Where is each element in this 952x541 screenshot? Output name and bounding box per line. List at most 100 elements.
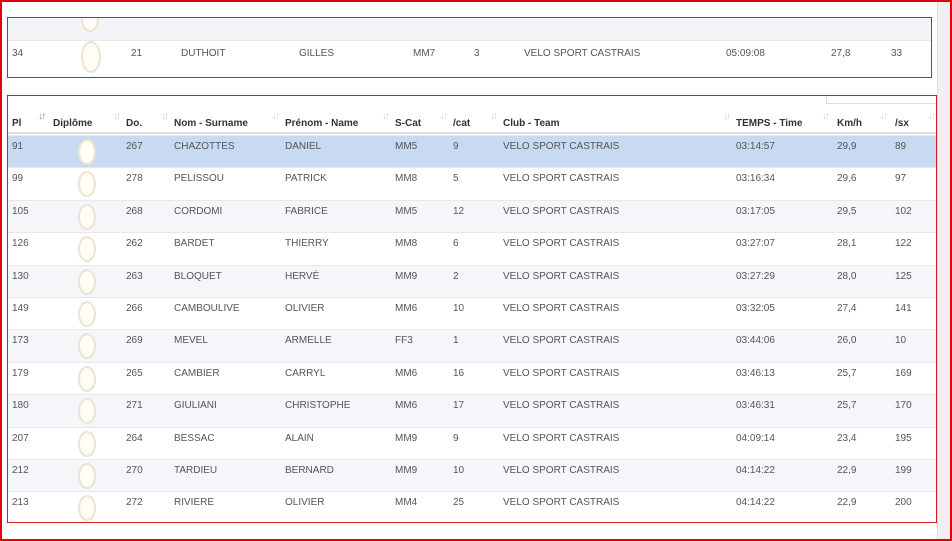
cell-cat: 10 [453, 303, 465, 314]
table-row[interactable]: 130 263 BLOQUET HERVÉ MM9 2 VELO SPORT CASTRAI… [8, 264, 936, 297]
sort-arrows-icon[interactable]: ↓↑ [880, 111, 888, 122]
cell-kmh: 25,7 [837, 367, 857, 379]
kmh: 27,8 [831, 48, 851, 59]
cell-club: VELO SPORT CASTRAIS [503, 432, 620, 444]
pl: 34 [12, 48, 24, 59]
table-row[interactable]: 180 271 GIULIANI CHRISTOPHE MM6 17 VELO SPORT … [8, 394, 936, 427]
cell-kmh: 26,0 [837, 335, 857, 347]
cell-cat: 9 [453, 432, 459, 444]
sort-arrows-icon[interactable]: ↓↑ [113, 111, 121, 122]
cell-sx: 200 [895, 497, 912, 509]
diploma-medal-icon[interactable] [78, 268, 96, 295]
diploma-medal-icon[interactable] [78, 333, 96, 360]
cell-temps: 03:17:05 [736, 205, 775, 217]
diploma-medal-icon[interactable] [78, 430, 96, 457]
cell-sx: 141 [895, 303, 912, 314]
table-row[interactable]: 179 265 CAMBIER CARRYL MM6 16 VELO SPORT CASTR… [8, 361, 936, 394]
diploma-medal-icon[interactable] [78, 495, 96, 522]
sort-arrows-icon[interactable]: ↓↑ [440, 111, 448, 122]
diploma-medal-icon[interactable] [78, 171, 96, 198]
table-row[interactable]: 99 278 PELISSOU PATRICK MM8 5 VELO SPORT CASTR… [8, 167, 936, 199]
column-header[interactable]: TEMPS - Time [736, 118, 803, 129]
cell-scat: MM6 [395, 400, 418, 412]
table-row[interactable]: 173 269 MEVEL ARMELLE FF3 1 VELO SPORT CASTRAI… [8, 329, 936, 362]
scrollbar[interactable] [937, 2, 950, 539]
cell-nom: BLOQUET [174, 270, 222, 282]
cell-temps: 04:14:22 [736, 497, 775, 509]
cell-pl: 212 [12, 465, 29, 476]
sort-arrows-icon[interactable]: ↓↑ [272, 111, 280, 122]
column-header[interactable]: Prénom - Name [285, 118, 359, 129]
cell-temps: 03:32:05 [736, 303, 775, 314]
cell-prenom: OLIVIER [285, 497, 325, 509]
sort-arrows-icon[interactable]: ↓↑ [490, 111, 498, 122]
search-input[interactable] [826, 96, 936, 104]
column-header[interactable]: /sx [895, 118, 909, 129]
cell-sx: 122 [895, 238, 912, 250]
column-header[interactable]: Do. [126, 118, 143, 129]
cell-temps: 03:27:07 [736, 238, 775, 250]
column-header[interactable]: Nom - Surname [174, 118, 248, 129]
cell-cat: 12 [453, 205, 465, 217]
cell-club: VELO SPORT CASTRAIS [503, 335, 620, 347]
diploma-medal-icon[interactable] [78, 139, 96, 165]
cell-cat: 1 [453, 335, 459, 347]
sort-arrows-icon[interactable]: ↓↑ [928, 111, 936, 122]
diploma-medal-icon[interactable] [78, 398, 96, 425]
column-header[interactable]: Pl [12, 118, 22, 129]
diploma-medal-icon[interactable] [78, 365, 96, 392]
column-header[interactable]: Diplôme [53, 118, 93, 129]
column-header[interactable]: S-Cat [395, 118, 422, 129]
table-row[interactable]: 207 264 BESSAC ALAIN MM9 9 VELO SPORT CASTRAIS… [8, 426, 936, 459]
cell-pl: 149 [12, 303, 29, 314]
cell-do: 270 [126, 465, 143, 476]
cell-club: VELO SPORT CASTRAIS [503, 497, 620, 509]
sort-arrows-icon[interactable]: ↓↑ [382, 111, 390, 122]
diploma-medal-icon[interactable] [78, 463, 96, 489]
sort-arrows-icon[interactable]: ↓↑ [38, 111, 46, 122]
diploma-medal-icon[interactable] [78, 236, 96, 263]
table-row[interactable]: 149 266 CAMBOULIVE OLIVIER MM6 10 VELO SPORT C… [8, 297, 936, 329]
cell-cat: 16 [453, 367, 465, 379]
surname: DUTHOIT [181, 48, 226, 59]
cell-club: VELO SPORT CASTRAIS [503, 400, 620, 412]
cell-pl: 130 [12, 270, 29, 282]
table-header: Pl ↓↑ Diplôme ↓↑ Do. ↓↑ Nom - Surname ↓↑ Prénom … [8, 96, 936, 134]
table-row[interactable]: 213 272 RIVIERE OLIVIER MM4 25 VELO SPORT CAST… [8, 491, 936, 522]
cell-scat: MM9 [395, 270, 418, 282]
cell-scat: MM6 [395, 303, 418, 314]
column-header[interactable]: Km/h [837, 118, 862, 129]
cell-kmh: 29,9 [837, 141, 857, 152]
sort-arrows-icon[interactable]: ↓↑ [822, 111, 830, 122]
cell-scat: MM5 [395, 141, 418, 152]
table-row[interactable]: 91 267 CHAZOTTES DANIEL MM5 9 VELO SPORT CASTR… [8, 135, 936, 168]
cell-do: 271 [126, 400, 143, 412]
sort-arrows-icon[interactable]: ↓↑ [161, 111, 169, 122]
cell-club: VELO SPORT CASTRAIS [503, 270, 620, 282]
cell-cat: 9 [453, 141, 459, 152]
cell-sx: 199 [895, 465, 912, 476]
diploma-medal-icon[interactable] [78, 301, 96, 327]
cell-cat: 10 [453, 465, 465, 476]
highlighted-result: 34 21 DUTHOIT GILLES MM7 3 VELO SPORT CA… [7, 17, 932, 78]
cell-nom: MEVEL [174, 335, 208, 347]
table-row[interactable]: 105 268 CORDOMI FABRICE MM5 12 VELO SPORT CAST… [8, 199, 936, 233]
cell-sx: 195 [895, 432, 912, 444]
diploma-medal-icon[interactable] [78, 203, 96, 230]
table-row[interactable]: 212 270 TARDIEU BERNARD MM9 10 VELO SPORT CAST… [8, 459, 936, 492]
cell-do: 263 [126, 270, 143, 282]
cell-cat: 25 [453, 497, 465, 509]
column-header[interactable]: Club - Team [503, 118, 560, 129]
cell-sx: 170 [895, 400, 912, 412]
cell-cat: 2 [453, 270, 459, 282]
cell-club: VELO SPORT CASTRAIS [503, 205, 620, 217]
diploma-medal-icon[interactable] [81, 41, 101, 73]
table-row[interactable]: 126 262 BARDET THIERRY MM8 6 VELO SPORT CASTRA… [8, 232, 936, 264]
column-header[interactable]: /cat [453, 118, 471, 129]
sort-arrows-icon[interactable]: ↓↑ [723, 111, 731, 122]
result-row[interactable]: 34 21 DUTHOIT GILLES MM7 3 VELO SPORT CA… [8, 41, 931, 76]
scat: MM7 [413, 48, 436, 59]
results-table: Pl ↓↑ Diplôme ↓↑ Do. ↓↑ Nom - Surname ↓↑ Prénom … [7, 95, 937, 523]
cell-club: VELO SPORT CASTRAIS [503, 303, 620, 314]
cell-prenom: OLIVIER [285, 303, 325, 314]
